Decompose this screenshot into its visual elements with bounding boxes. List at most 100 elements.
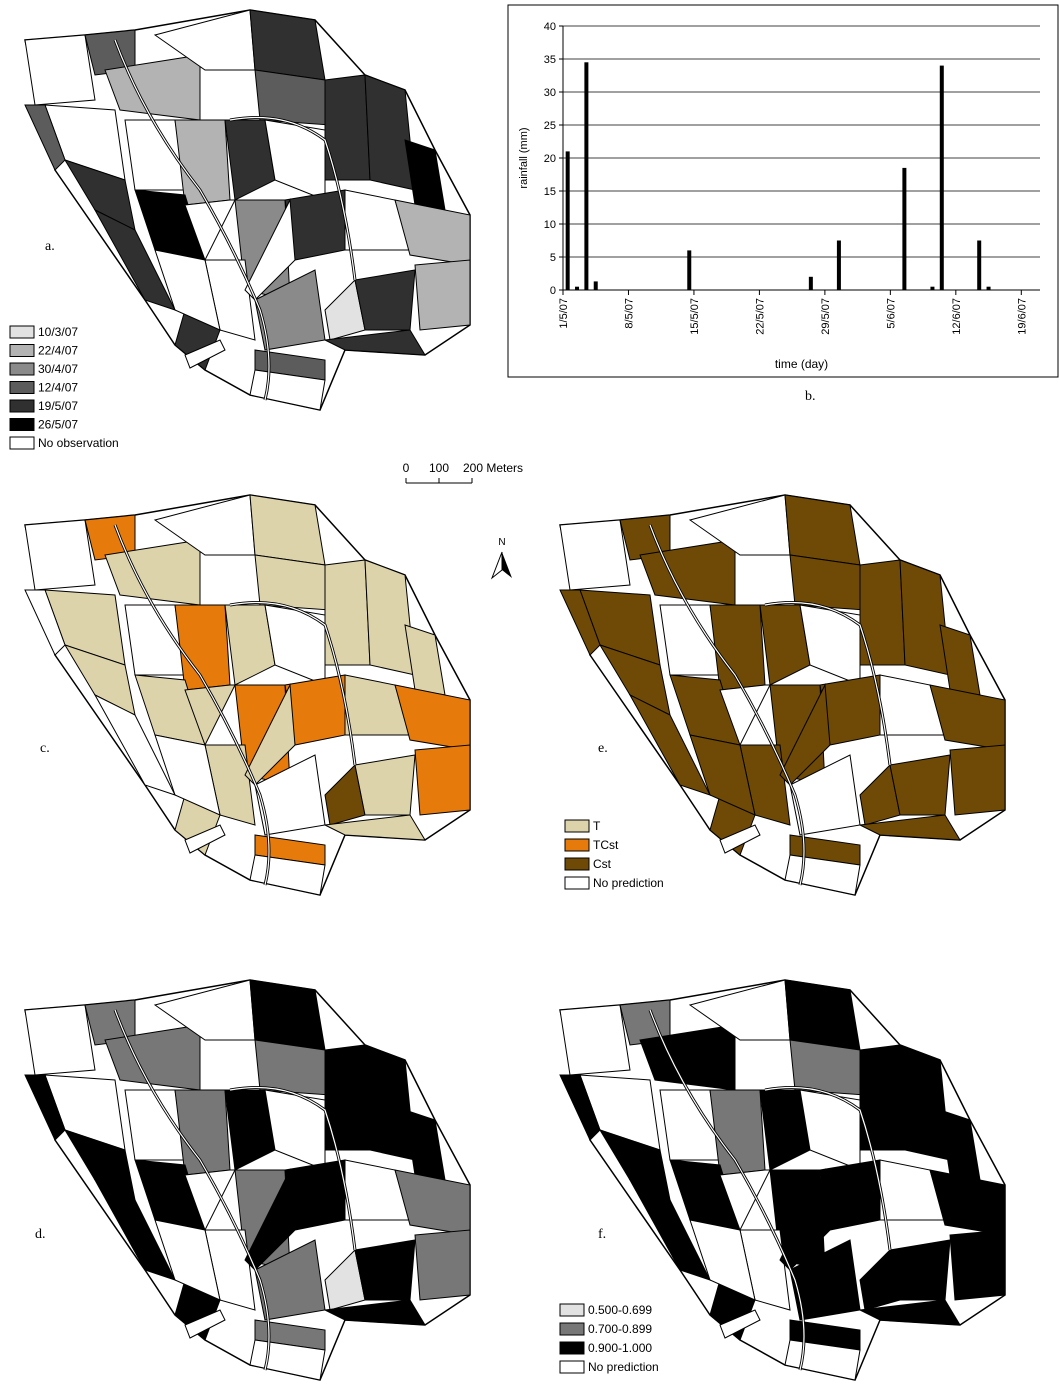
- road-inner: [229, 116, 356, 281]
- legend-swatch: [559, 1360, 585, 1374]
- field: [24, 519, 96, 591]
- road-inner: [649, 524, 805, 886]
- field: [93, 1178, 176, 1281]
- legend-swatch: [564, 876, 590, 890]
- field: [24, 34, 96, 106]
- legend-swatch: [9, 362, 35, 376]
- panel-label: b.: [805, 389, 816, 404]
- field: [24, 104, 66, 171]
- y-tick-label: 10: [544, 219, 556, 231]
- bar: [565, 151, 570, 290]
- field: [719, 1309, 761, 1339]
- field: [784, 979, 861, 1051]
- y-tick-label: 25: [544, 120, 556, 132]
- road-inner: [649, 1009, 805, 1371]
- field: [414, 744, 471, 816]
- field: [249, 9, 326, 81]
- field: [184, 1309, 226, 1339]
- field: [354, 269, 416, 331]
- legend-label: No prediction: [593, 876, 664, 890]
- field: [249, 979, 326, 1051]
- x-tick-label: 1/5/07: [558, 298, 570, 329]
- field-map: [559, 494, 1006, 896]
- field: [93, 693, 176, 796]
- legend-label: 0.900-1.000: [588, 1341, 652, 1355]
- legend-swatch: [9, 436, 35, 450]
- road-inner: [764, 1086, 891, 1251]
- legend-label: 0.500-0.699: [588, 1303, 652, 1317]
- field: [899, 559, 951, 676]
- field: [364, 74, 416, 191]
- legend-swatch: [559, 1341, 585, 1355]
- chart-frame: [507, 4, 1059, 378]
- legend-swatch: [9, 344, 35, 357]
- field: [93, 208, 176, 311]
- legend-label: Cst: [593, 857, 612, 871]
- field: [689, 734, 756, 816]
- legend-swatch: [9, 381, 35, 394]
- x-tick-label: 29/5/07: [820, 298, 832, 335]
- x-tick-label: 8/5/07: [623, 298, 635, 329]
- scale-bar: 0 100 200 Meters: [403, 461, 523, 484]
- panel-label: c.: [40, 741, 50, 756]
- field: [184, 684, 236, 747]
- bar: [902, 167, 907, 290]
- field: [323, 814, 426, 841]
- field: [24, 1074, 66, 1141]
- field: [24, 1004, 96, 1076]
- field-map: [24, 9, 471, 411]
- x-tick-label: 22/5/07: [754, 298, 766, 335]
- legend-swatch: [559, 1303, 585, 1317]
- field: [323, 329, 426, 356]
- legend-label: 10/3/07: [38, 325, 78, 339]
- legend-swatch: [9, 325, 35, 339]
- bar: [977, 240, 982, 290]
- field: [719, 824, 761, 854]
- field: [154, 249, 221, 331]
- field-map: [24, 494, 471, 896]
- field: [364, 1044, 416, 1161]
- x-axis-label: time (day): [775, 357, 828, 371]
- field: [628, 693, 711, 796]
- field: [559, 1074, 601, 1141]
- bar: [986, 286, 991, 290]
- legend-label: 30/4/07: [38, 362, 78, 376]
- bar: [593, 281, 598, 290]
- road-inner: [114, 524, 270, 886]
- bar: [575, 286, 580, 290]
- legend-label: 0.700-0.899: [588, 1322, 652, 1336]
- road-inner: [764, 601, 891, 766]
- bar: [808, 276, 813, 290]
- y-tick-label: 20: [544, 153, 556, 165]
- field: [154, 734, 221, 816]
- legend-swatch: [564, 819, 590, 833]
- legend-label: 22/4/07: [38, 344, 78, 358]
- scale-label: 100: [429, 461, 449, 475]
- field: [858, 814, 961, 841]
- y-tick-label: 30: [544, 87, 556, 99]
- scale-label: 200 Meters: [463, 461, 523, 475]
- field: [784, 494, 861, 566]
- field: [354, 1239, 416, 1301]
- legend-swatch: [9, 418, 35, 431]
- bar: [930, 286, 935, 290]
- bar: [836, 240, 841, 290]
- field: [719, 1169, 771, 1232]
- field: [249, 494, 326, 566]
- y-tick-label: 40: [544, 21, 556, 33]
- field: [858, 1299, 961, 1326]
- field: [154, 1219, 221, 1301]
- field: [689, 1219, 756, 1301]
- y-tick-label: 5: [550, 252, 556, 264]
- north-label: N: [498, 537, 505, 548]
- legend-label: No prediction: [588, 1360, 659, 1374]
- legend-label: TCst: [593, 838, 619, 852]
- field-map: [24, 979, 471, 1381]
- legend-label: 19/5/07: [38, 399, 78, 413]
- panel-label: e.: [598, 741, 608, 756]
- x-tick-label: 15/5/07: [689, 298, 701, 335]
- field: [719, 684, 771, 747]
- field: [559, 519, 631, 591]
